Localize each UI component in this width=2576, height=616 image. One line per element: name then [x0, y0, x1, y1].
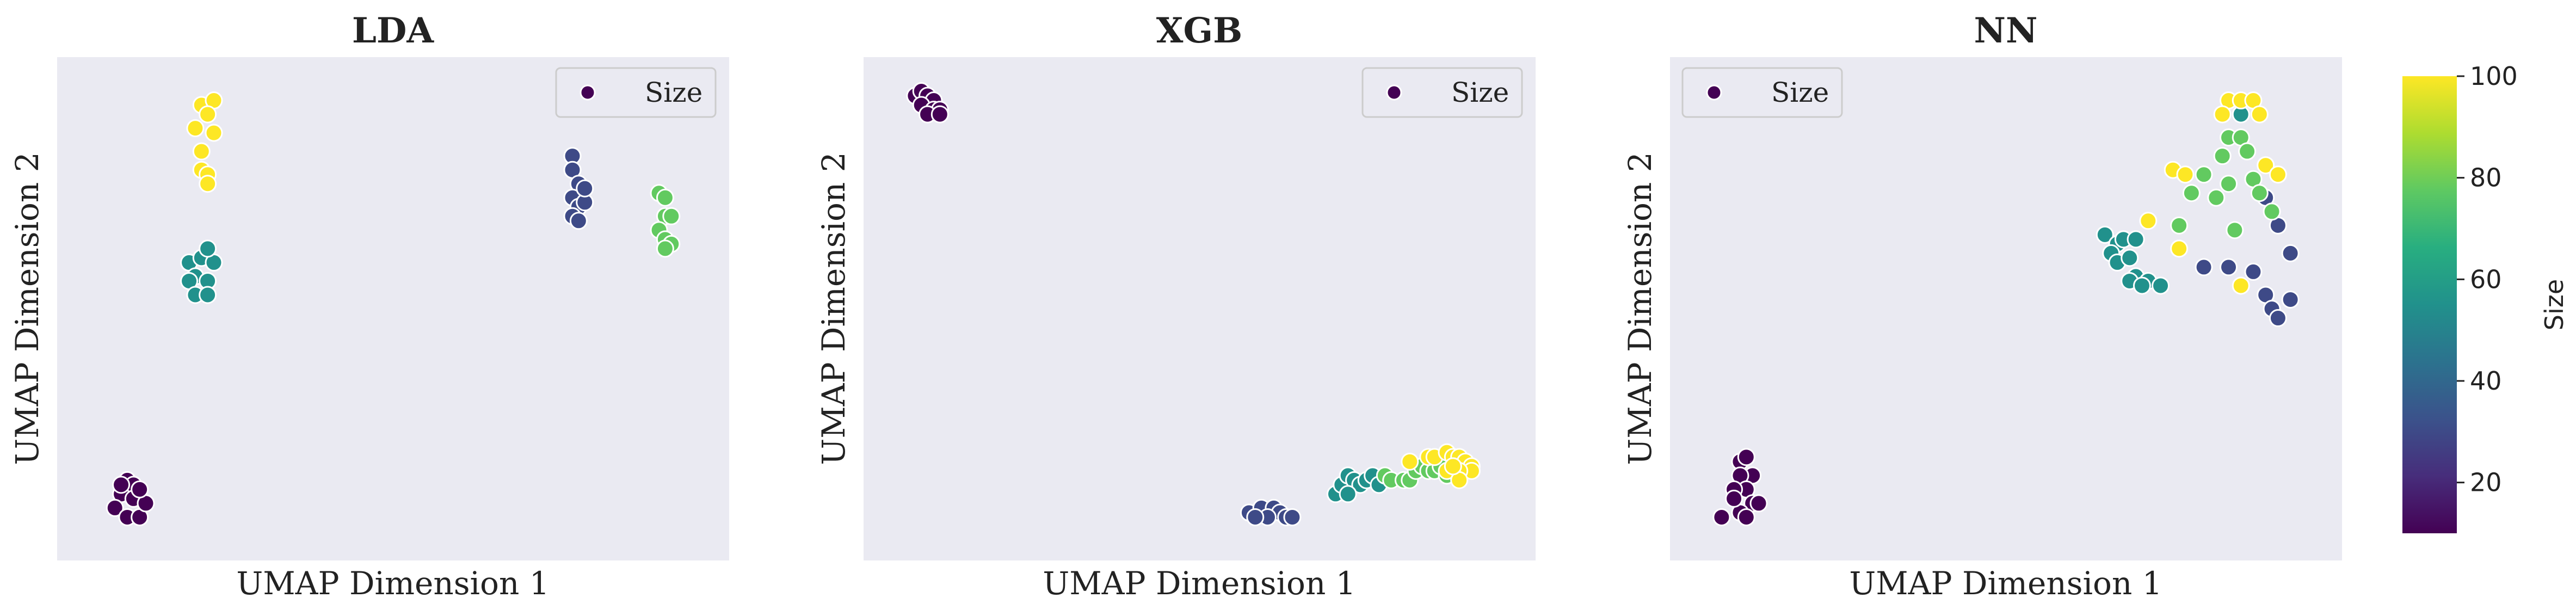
y-axis-label-nn: UMAP Dimension 2 [1622, 152, 1659, 465]
panel-nn: NN UMAP Dimension 1 UMAP Dimension 2 Siz… [1622, 10, 2342, 602]
scatter-point-2-35 [2170, 216, 2189, 235]
plot-area-lda [57, 57, 729, 560]
colorbar: 20 40 60 80 100 Size [2402, 61, 2569, 533]
scatter-point-2-18 [2121, 249, 2139, 267]
scatter-point-2-27 [2244, 262, 2263, 281]
scatter-point-1-36 [1401, 452, 1419, 471]
scatter-point-1-16 [1283, 508, 1302, 526]
x-axis-label-nn: UMAP Dimension 1 [1849, 565, 2162, 602]
scatter-point-2-42 [2238, 142, 2257, 161]
legend-marker-lda [580, 84, 596, 101]
scatter-point-0-15 [192, 142, 211, 161]
panel-title-xgb: XGB [1156, 10, 1242, 51]
legend-marker-nn [1706, 84, 1722, 101]
y-axis-label-xgb: UMAP Dimension 2 [815, 152, 852, 465]
colorbar-ticks: 20 40 60 80 100 [2457, 61, 2518, 497]
scatter-point-2-45 [2263, 202, 2281, 221]
colorbar-tick-label-4: 100 [2470, 61, 2518, 91]
scatter-points-lda [106, 91, 681, 526]
legend-label-lda: Size [645, 77, 702, 108]
colorbar-label: Size [2540, 279, 2569, 330]
x-axis-label-lda: UMAP Dimension 1 [236, 565, 549, 602]
scatter-point-2-39 [2213, 147, 2232, 165]
legend-marker-xgb [1386, 84, 1402, 101]
scatter-points-xgb [906, 82, 1481, 526]
scatter-point-0-9 [131, 480, 149, 498]
scatter-point-2-51 [2213, 105, 2232, 124]
scatter-point-1-15 [1246, 508, 1265, 526]
scatter-point-2-9 [1712, 508, 1731, 526]
legend-lda: Size [555, 67, 717, 118]
legend-nn: Size [1681, 67, 1843, 118]
scatter-point-2-58 [2232, 276, 2250, 295]
scatter-point-2-15 [2127, 230, 2145, 249]
scatter-point-2-23 [2133, 276, 2151, 295]
scatter-point-0-18 [199, 175, 217, 193]
legend-box-lda [555, 67, 717, 118]
colorbar-tick-label-1: 40 [2470, 366, 2502, 396]
colorbar-tick-label-3: 80 [2470, 163, 2502, 193]
panel-xgb: XGB UMAP Dimension 1 UMAP Dimension 2 Si… [815, 10, 1536, 602]
panel-title-nn: NN [1974, 10, 2038, 51]
scatter-point-1-25 [1339, 485, 1357, 503]
colorbar-tick-label-0: 20 [2470, 468, 2502, 497]
scatter-point-2-31 [2281, 290, 2300, 309]
scatter-point-0-8 [112, 476, 131, 494]
scatter-point-2-52 [2250, 105, 2269, 124]
scatter-point-2-53 [2257, 156, 2275, 175]
scatter-point-2-59 [2176, 165, 2195, 184]
scatter-point-2-10 [1737, 508, 1755, 526]
scatter-point-2-33 [2281, 244, 2300, 262]
scatter-point-2-7 [1749, 494, 1768, 513]
legend-box-nn [1681, 67, 1843, 118]
scatter-point-0-14 [205, 124, 223, 142]
scatter-point-2-44 [2250, 184, 2269, 202]
scatter-point-0-40 [662, 207, 681, 225]
x-axis-label-xgb: UMAP Dimension 1 [1043, 565, 1355, 602]
scatter-point-2-38 [2207, 188, 2226, 207]
scatter-point-0-36 [576, 179, 594, 198]
scatter-points-nn [1712, 91, 2300, 526]
scatter-point-2-25 [2195, 258, 2213, 276]
plot-area-xgb [864, 57, 1536, 560]
scatter-point-2-57 [2170, 239, 2189, 258]
scatter-point-2-46 [2220, 175, 2238, 193]
scatter-point-2-37 [2195, 165, 2213, 184]
panel-lda: LDA UMAP Dimension 1 UMAP Dimension 2 Si… [9, 10, 729, 602]
scatter-point-0-34 [569, 212, 588, 230]
scatter-point-2-22 [2152, 276, 2170, 295]
legend-xgb: Size [1361, 67, 1523, 118]
scatter-point-2-30 [2269, 309, 2287, 328]
scatter-point-2-26 [2220, 258, 2238, 276]
scatter-point-0-13 [186, 119, 205, 138]
scatter-point-0-22 [199, 239, 217, 258]
scatter-point-0-3 [106, 498, 124, 517]
y-axis-label-lda: UMAP Dimension 2 [9, 152, 46, 465]
scatter-point-0-38 [656, 188, 674, 207]
scatter-point-2-1 [1737, 448, 1755, 466]
scatter-point-2-12 [2096, 225, 2114, 244]
scatter-point-0-12 [199, 105, 217, 124]
panel-title-lda: LDA [352, 10, 435, 51]
scatter-point-1-48 [1444, 457, 1462, 476]
legend-label-nn: Size [1771, 77, 1829, 108]
legend-box-xgb [1361, 67, 1523, 118]
scatter-point-0-27 [199, 286, 217, 304]
scatter-point-2-11 [1725, 489, 1743, 508]
colorbar-gradient [2402, 76, 2457, 533]
scatter-point-2-56 [2139, 212, 2158, 230]
legend-label-xgb: Size [1451, 77, 1509, 108]
scatter-point-2-36 [2182, 184, 2201, 202]
scatter-point-0-44 [656, 239, 674, 258]
scatter-point-1-8 [930, 105, 949, 124]
scatter-point-2-54 [2269, 165, 2287, 184]
colorbar-tick-label-2: 60 [2470, 264, 2502, 294]
scatter-point-2-47 [2226, 221, 2244, 239]
